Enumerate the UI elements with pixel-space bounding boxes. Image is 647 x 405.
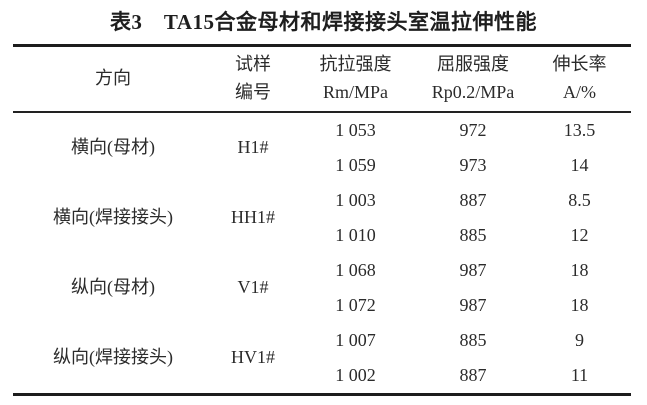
table-row: 纵向(母材) V1# 1 068 987 18 xyxy=(13,253,631,298)
yield-strength-cell: 887 xyxy=(459,189,487,210)
elongation-cell: 14 xyxy=(570,154,589,175)
tensile-strength-cell: 1 007 xyxy=(335,329,376,350)
table-body: 横向(母材) H1# 1 053 972 13.5 1 059 973 14 横… xyxy=(13,112,631,395)
direction-cell: 纵向(焊接接头) xyxy=(53,347,173,368)
yield-strength-cell: 887 xyxy=(459,364,487,385)
sample-id-cell: V1# xyxy=(237,277,269,298)
yield-strength-cell: 987 xyxy=(459,259,487,280)
tensile-strength-cell: 1 053 xyxy=(335,119,376,140)
elongation-cell: 9 xyxy=(575,329,584,350)
table-row: 1 072 987 18 xyxy=(13,288,631,323)
table-row: 1 010 885 12 xyxy=(13,218,631,253)
table-header: 方向 试样 编号 抗拉强度 Rm/MPa 屈服强度 Rp0.2/MPa 伸长率 … xyxy=(13,45,631,113)
sample-id-cell: HV1# xyxy=(231,347,275,368)
sample-id-cell: HH1# xyxy=(231,207,275,228)
tensile-strength-cell: 1 002 xyxy=(335,364,376,385)
elongation-cell: 18 xyxy=(570,259,589,280)
table-row: 横向(母材) H1# 1 053 972 13.5 xyxy=(13,112,631,158)
col-header-direction: 方向 xyxy=(13,45,213,113)
tensile-strength-cell: 1 003 xyxy=(335,189,376,210)
sample-id-cell: H1# xyxy=(237,137,269,158)
tensile-strength-cell: 1 068 xyxy=(335,259,376,280)
direction-cell: 横向(母材) xyxy=(71,137,155,158)
elongation-cell: 13.5 xyxy=(563,119,596,140)
yield-strength-cell: 885 xyxy=(459,329,487,350)
col-header-elongation: 伸长率 A/% xyxy=(528,45,631,113)
table-row: 横向(焊接接头) HH1# 1 003 887 8.5 xyxy=(13,183,631,228)
tensile-properties-table: 方向 试样 编号 抗拉强度 Rm/MPa 屈服强度 Rp0.2/MPa 伸长率 … xyxy=(13,44,631,396)
yield-strength-cell: 973 xyxy=(459,154,487,175)
yield-strength-cell: 885 xyxy=(459,224,487,245)
yield-strength-cell: 972 xyxy=(459,119,487,140)
yield-strength-cell: 987 xyxy=(459,294,487,315)
table-row: 1 002 887 11 xyxy=(13,358,631,395)
elongation-cell: 11 xyxy=(570,364,589,385)
tensile-strength-cell: 1 059 xyxy=(335,154,376,175)
direction-cell: 横向(焊接接头) xyxy=(53,207,173,228)
table-row: 纵向(焊接接头) HV1# 1 007 885 9 xyxy=(13,323,631,368)
tensile-strength-cell: 1 072 xyxy=(335,294,376,315)
col-header-sample-id: 试样 编号 xyxy=(213,45,293,113)
col-header-yield-strength: 屈服强度 Rp0.2/MPa xyxy=(418,45,528,113)
col-header-tensile-strength: 抗拉强度 Rm/MPa xyxy=(293,45,418,113)
elongation-cell: 8.5 xyxy=(568,189,591,210)
elongation-cell: 18 xyxy=(570,294,589,315)
table-caption: 表3 TA15合金母材和焊接接头室温拉伸性能 xyxy=(109,10,538,34)
direction-cell: 纵向(母材) xyxy=(71,277,155,298)
tensile-strength-cell: 1 010 xyxy=(335,224,376,245)
elongation-cell: 12 xyxy=(570,224,589,245)
table-row: 1 059 973 14 xyxy=(13,148,631,183)
